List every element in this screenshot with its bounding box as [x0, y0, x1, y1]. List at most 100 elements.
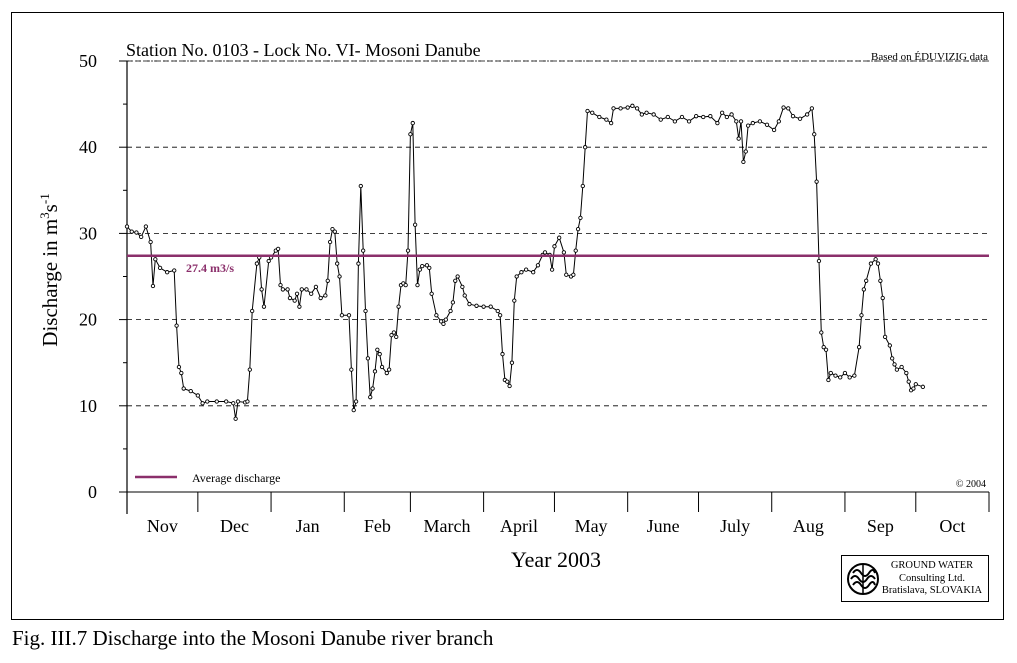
data-point — [580, 183, 585, 189]
y-axis-label: Discharge in m3s-1 — [37, 193, 62, 346]
x-axis-label: Year 2003 — [511, 547, 601, 572]
data-point — [450, 300, 456, 305]
data-point — [460, 284, 465, 289]
month-label-june: June — [647, 516, 680, 536]
data-point — [838, 375, 843, 380]
data-point — [826, 377, 831, 383]
data-point — [453, 278, 458, 283]
data-point — [254, 261, 260, 266]
data-point — [500, 351, 505, 357]
data-point — [205, 399, 210, 404]
data-point — [294, 291, 300, 296]
data-point — [911, 386, 916, 391]
data-point — [386, 367, 392, 372]
figure-frame — [11, 12, 1004, 620]
data-point — [578, 215, 583, 221]
legend-average-label: Average discharge — [192, 471, 281, 485]
data-point — [847, 375, 852, 380]
data-point — [809, 106, 815, 111]
data-point — [438, 319, 444, 324]
y-tick-labels: 0 10 20 30 40 50 — [79, 51, 97, 502]
data-point — [604, 117, 609, 122]
data-point — [495, 308, 500, 314]
data-point — [410, 120, 415, 126]
data-point — [467, 301, 472, 307]
data-point — [285, 287, 290, 292]
data-point — [828, 370, 833, 376]
data-point — [394, 334, 399, 339]
data-point — [535, 263, 541, 268]
data-point — [906, 379, 911, 384]
data-point — [412, 222, 418, 227]
data-point — [819, 330, 824, 335]
average-value-label: 27.4 m3/s — [186, 261, 234, 275]
month-label-dec: Dec — [220, 516, 249, 536]
data-point — [842, 370, 848, 376]
data-point — [552, 244, 557, 249]
source-note: Based on ÉDUVIZIG data — [871, 51, 988, 63]
data-point — [375, 347, 380, 352]
data-point — [878, 278, 883, 283]
data-point — [873, 257, 878, 262]
copyright-note: © 2004 — [956, 479, 986, 490]
axes — [119, 60, 990, 514]
data-point — [514, 274, 519, 279]
data-point — [771, 127, 777, 133]
data-point — [233, 416, 238, 421]
data-point — [611, 106, 616, 111]
data-point — [139, 234, 144, 239]
data-point — [313, 284, 319, 289]
data-point — [812, 132, 817, 137]
data-point — [719, 110, 725, 115]
data-point — [129, 229, 134, 234]
data-point — [304, 287, 309, 292]
data-point — [337, 274, 342, 279]
data-point — [651, 112, 656, 117]
data-point — [462, 293, 467, 298]
data-point — [408, 132, 413, 137]
data-point — [235, 399, 241, 404]
data-point — [890, 356, 895, 361]
data-point — [299, 287, 304, 292]
data-point — [715, 120, 720, 126]
data-point — [429, 291, 434, 296]
data-point — [379, 364, 385, 370]
data-point — [150, 283, 156, 289]
data-point — [353, 399, 359, 404]
data-point — [634, 106, 640, 111]
data-point — [505, 379, 510, 384]
data-point — [639, 112, 644, 117]
data-point — [188, 388, 193, 394]
data-point — [608, 120, 614, 126]
data-point — [349, 367, 354, 372]
data-point — [557, 235, 562, 240]
discharge-series-line — [126, 105, 924, 419]
data-point — [913, 382, 918, 387]
data-point — [575, 226, 581, 232]
y-tick-label: 50 — [79, 51, 97, 71]
data-point — [330, 226, 335, 232]
data-point — [424, 263, 430, 268]
data-point — [887, 343, 892, 348]
data-point — [790, 114, 796, 119]
data-point — [519, 270, 524, 275]
figure-caption: Fig. III.7 Discharge into the Mosoni Dan… — [12, 626, 494, 650]
data-point — [259, 287, 264, 292]
data-point — [672, 119, 678, 124]
data-point — [904, 370, 909, 376]
data-point — [618, 106, 623, 111]
y-tick-label: 30 — [79, 223, 97, 243]
data-point — [325, 278, 330, 283]
data-point — [821, 345, 826, 350]
y-tick-label: 40 — [79, 137, 97, 157]
data-point — [497, 313, 503, 318]
month-label-sep: Sep — [867, 516, 894, 536]
data-point — [195, 393, 200, 398]
month-label-nov: Nov — [147, 516, 178, 536]
data-point — [509, 360, 515, 365]
data-point — [644, 110, 649, 115]
data-point — [512, 298, 517, 303]
data-point — [531, 270, 536, 275]
data-point — [597, 114, 602, 120]
data-point — [724, 114, 730, 120]
